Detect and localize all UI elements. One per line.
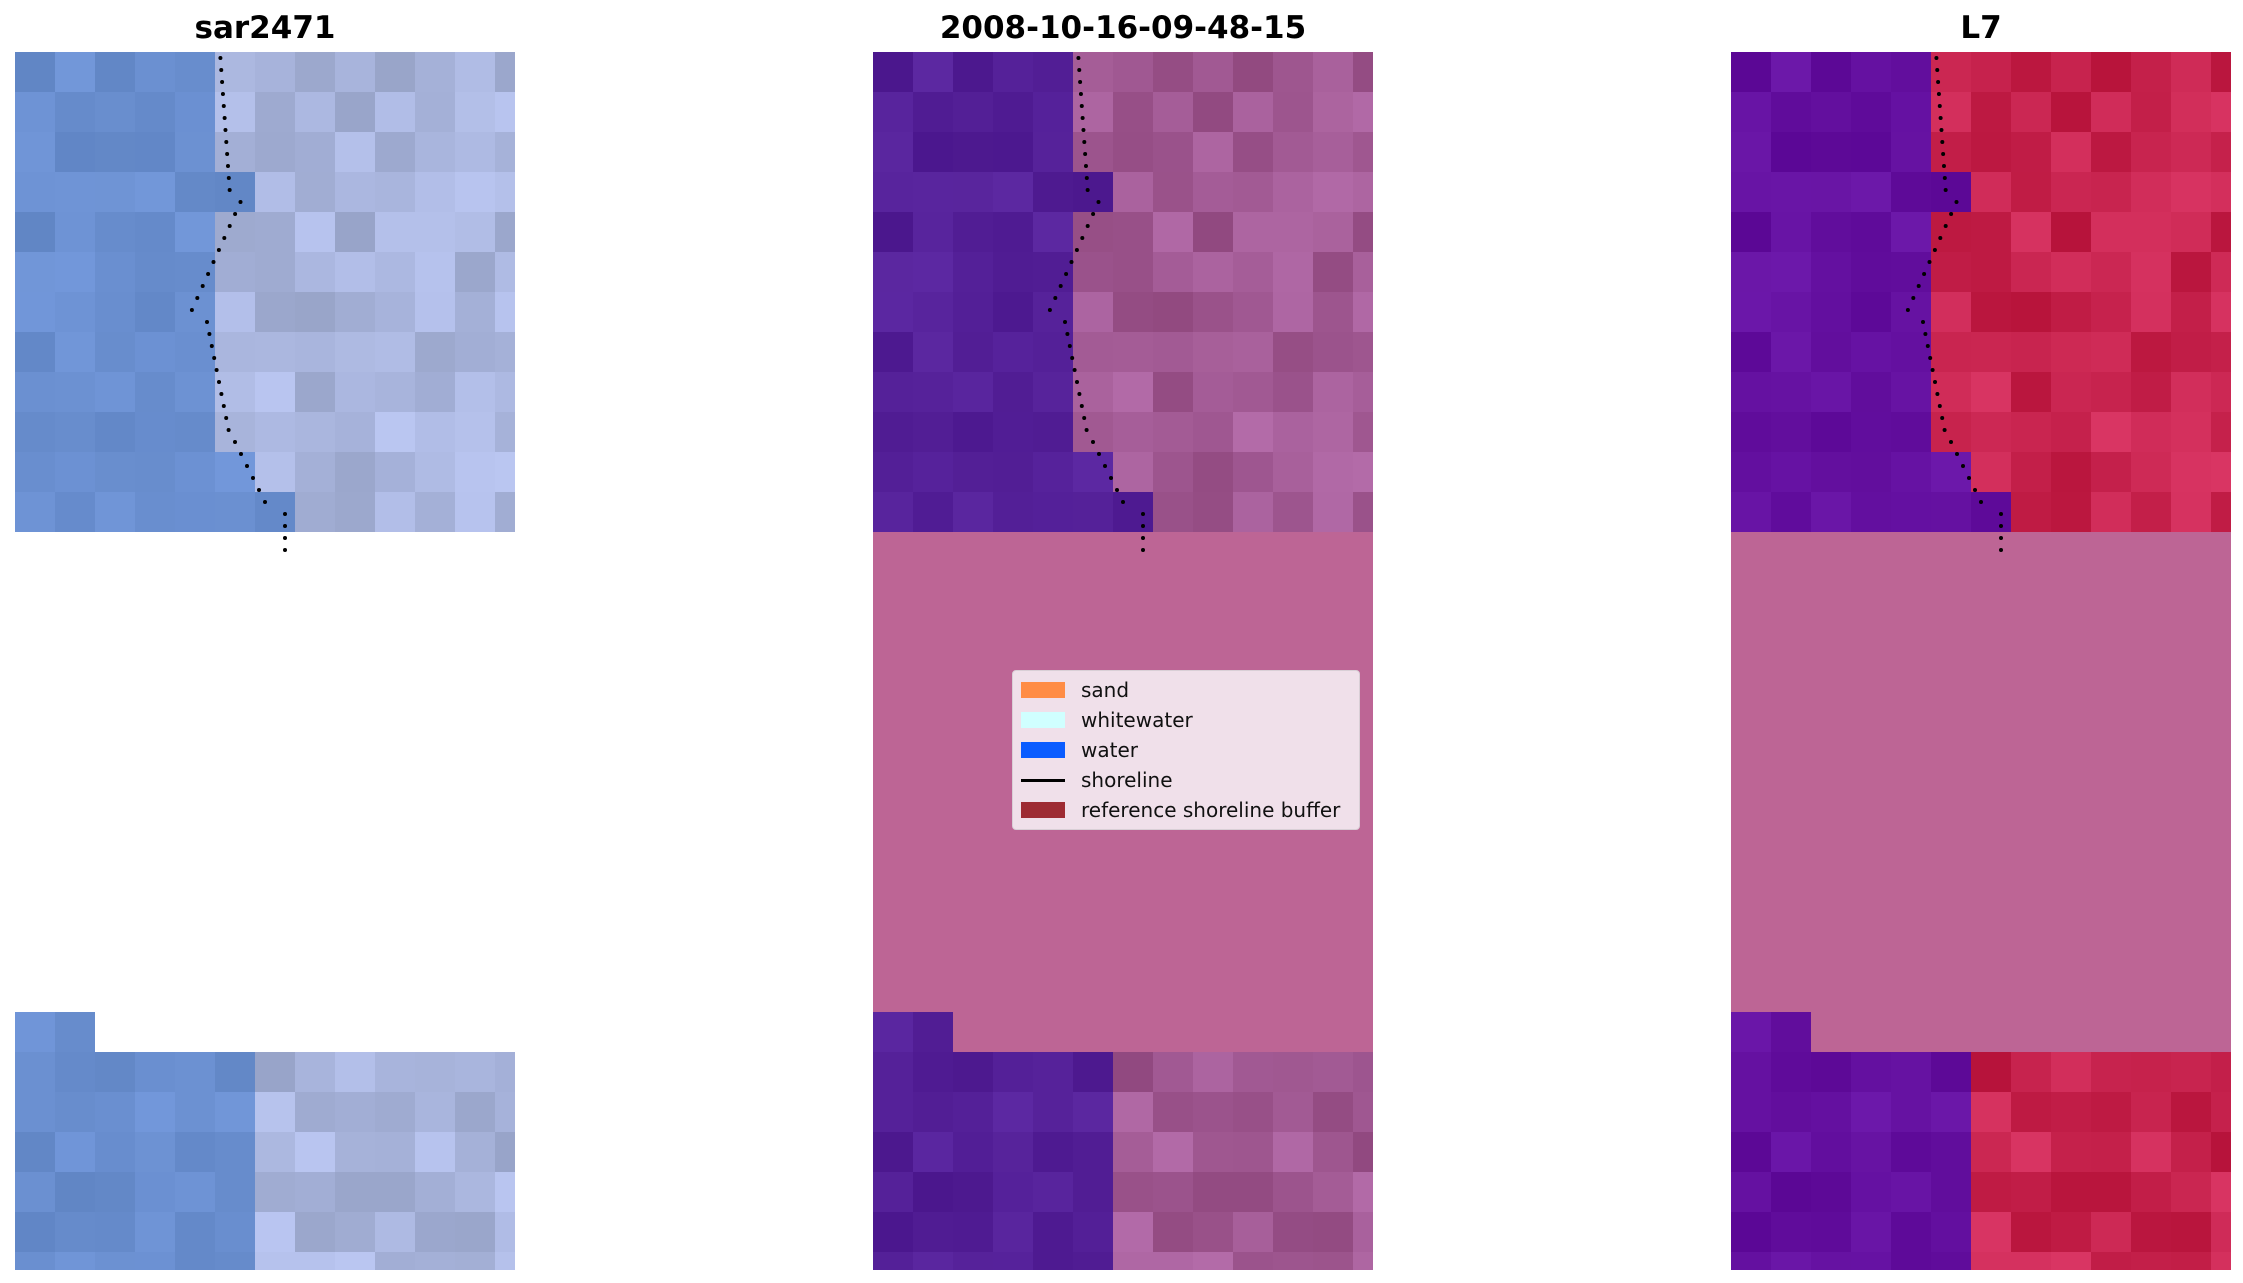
legend-label-reference-buffer: reference shoreline buffer: [1081, 798, 1341, 822]
classification-image-panel: [873, 52, 1373, 1270]
index-image-panel: [1731, 52, 2231, 1270]
panel-title-index: L7: [1960, 10, 2002, 46]
water-index-image: [1731, 52, 2231, 1270]
shoreline-points: [1047, 56, 1145, 552]
shoreline-line-icon: [1021, 778, 1065, 782]
panel-title-rgb: sar2471: [194, 10, 336, 46]
water-swatch-icon: [1021, 742, 1065, 758]
sand-swatch-icon: [1021, 682, 1065, 698]
panel-title-classification: 2008-10-16-09-48-15: [939, 10, 1307, 46]
rgb-satellite-image: [15, 52, 515, 1270]
reference-buffer-swatch-icon: [1021, 802, 1065, 818]
whitewater-swatch-icon: [1021, 712, 1065, 728]
legend-item-water: water: [1021, 735, 1351, 765]
shoreline-points: [189, 56, 287, 552]
legend-item-sand: sand: [1021, 675, 1351, 705]
classified-image: [873, 52, 1373, 1270]
legend-label-shoreline: shoreline: [1081, 768, 1173, 792]
image-pixels: [873, 52, 1373, 1270]
image-pixels: [15, 52, 515, 1270]
legend-label-sand: sand: [1081, 678, 1130, 702]
legend-item-reference-buffer: reference shoreline buffer: [1021, 795, 1351, 825]
legend-label-water: water: [1081, 738, 1138, 762]
rgb-image-panel: [15, 52, 515, 1270]
legend: sand whitewater water shoreline referenc…: [1012, 670, 1360, 830]
legend-label-whitewater: whitewater: [1081, 708, 1193, 732]
legend-item-shoreline: shoreline: [1021, 765, 1351, 795]
legend-item-whitewater: whitewater: [1021, 705, 1351, 735]
image-pixels: [1731, 52, 2231, 1270]
shoreline-points: [1905, 56, 2003, 552]
